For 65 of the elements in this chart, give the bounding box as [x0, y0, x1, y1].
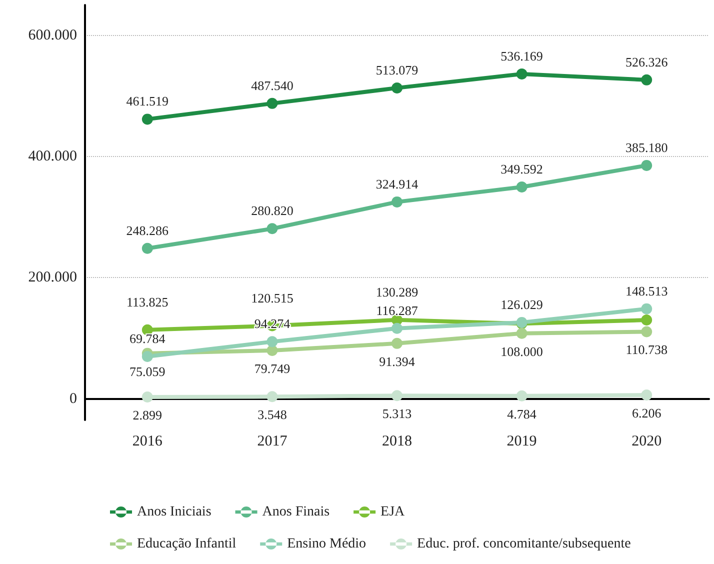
data-label: 75.059 — [130, 364, 166, 379]
point — [142, 114, 153, 125]
x-tick-label: 2020 — [632, 434, 662, 450]
point — [266, 391, 278, 402]
point — [641, 74, 652, 86]
point — [516, 68, 528, 80]
data-label: 461.519 — [126, 94, 169, 109]
data-label: 116.287 — [376, 302, 418, 318]
point — [142, 242, 153, 254]
point — [516, 182, 528, 192]
data-label: 113.825 — [126, 294, 168, 310]
data-label: 513.079 — [376, 62, 418, 78]
point — [641, 390, 652, 401]
data-label: 69.784 — [130, 331, 166, 346]
data-label: 526.326 — [625, 54, 668, 70]
point — [641, 303, 652, 314]
x-tick-label: 2019 — [506, 434, 537, 450]
data-label: 126.029 — [500, 296, 543, 312]
point — [142, 351, 153, 362]
point — [266, 336, 278, 348]
legend-label: Ensino Médio — [287, 536, 366, 552]
x-tick-label: 2017 — [257, 434, 288, 450]
y-tick-label: 400.000 — [28, 148, 77, 164]
legend-label: Anos Iniciais — [137, 504, 212, 520]
point — [641, 314, 652, 326]
y-tick-label: 0 — [70, 390, 77, 407]
data-label: 248.286 — [126, 222, 170, 238]
point — [641, 160, 652, 171]
point — [392, 390, 402, 402]
data-label: 280.820 — [251, 203, 294, 218]
data-label: 324.914 — [376, 176, 419, 192]
legend-label: Educ. prof. concomitante/subsequente — [417, 536, 631, 552]
y-tick-label: 200.000 — [28, 270, 77, 286]
point — [142, 392, 153, 403]
data-label: 6.206 — [632, 406, 662, 421]
x-tick-label: 2016 — [132, 434, 163, 450]
data-label: 487.540 — [251, 78, 294, 93]
legend-label: EJA — [380, 504, 406, 520]
data-label: 3.548 — [258, 407, 287, 422]
data-label: 385.180 — [625, 140, 668, 155]
data-label: 91.394 — [379, 354, 416, 369]
point — [392, 338, 402, 349]
x-tick-label: 2018 — [382, 434, 412, 450]
data-label: 5.313 — [382, 406, 412, 422]
data-label: 108.000 — [500, 344, 543, 359]
point — [516, 390, 528, 402]
data-label: 349.592 — [500, 162, 543, 176]
data-label: 148.513 — [625, 283, 668, 298]
data-label: 2.899 — [132, 408, 162, 423]
data-label: 130.289 — [376, 284, 418, 300]
data-label: 120.515 — [251, 290, 294, 306]
data-label: 536.169 — [500, 48, 543, 64]
data-label: 79.749 — [254, 360, 290, 376]
point — [266, 223, 278, 234]
legend-label: Anos Finais — [262, 504, 330, 520]
data-label: 110.738 — [626, 342, 668, 358]
point — [392, 82, 402, 94]
point — [641, 326, 652, 338]
point — [392, 196, 402, 208]
y-tick-label: 600.000 — [28, 27, 77, 44]
legend-label: Educação Infantil — [137, 536, 236, 552]
point — [516, 328, 528, 339]
data-label: 4.784 — [507, 406, 537, 422]
point — [392, 322, 402, 334]
point — [266, 98, 278, 109]
